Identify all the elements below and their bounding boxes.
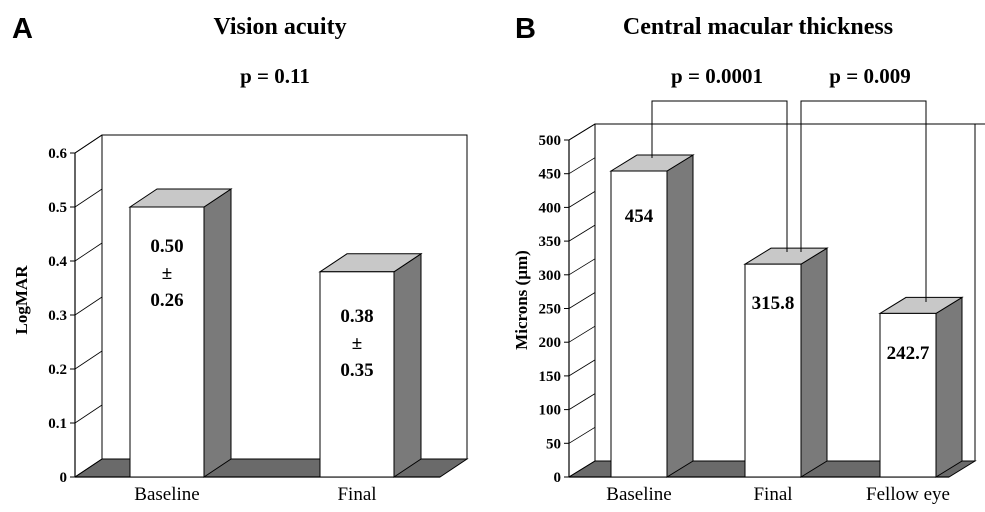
y-tick-diagonal [74,296,103,316]
y-tick-label: 350 [539,234,562,250]
x-category-label: Baseline [134,484,199,505]
bar-data-label: 242.7 [887,343,930,364]
y-tick-label: 0.1 [48,416,67,432]
y-tick-label: 150 [539,369,562,385]
chart-b-bars [609,154,964,478]
comparison-bracket [651,100,788,252]
bar-side [393,252,422,478]
chart-b: B Central macular thickness Microns (µm)… [512,13,985,505]
y-tick-label: 0.2 [48,362,67,378]
y-tick-label: 400 [539,200,562,216]
y-tick-diagonal [568,325,596,343]
y-tick-label: 300 [539,268,562,284]
y-tick-label: 0.4 [48,254,67,270]
y-tick-diagonal [74,458,103,478]
panel-label-a: A [12,13,33,45]
x-category-label: Baseline [606,484,671,505]
y-tick-diagonal [74,134,103,154]
chart-a-title: Vision acuity [213,14,346,40]
y-tick-diagonal [74,188,103,208]
comparison-p-value: p = 0.0001 [671,64,763,88]
chart-a-labels: Baseline 0.50 ±0.26 Final 0.38 ±0.35 [134,236,376,505]
bar-data-label: ± [352,333,362,354]
y-tick-diagonal [568,224,596,242]
chart-a-y-axis-label: LogMAR [12,265,31,335]
y-tick-diagonal [74,242,103,262]
bar-side [800,247,828,478]
bar-front [610,170,668,478]
chart-b-title: Central macular thickness [623,14,893,40]
y-tick-label: 500 [539,133,562,149]
bar [609,154,695,478]
comparison-p-value: p = 0.009 [829,64,910,88]
y-tick-diagonal [568,123,596,141]
bar-data-label: 0.50 [150,236,183,257]
chart-b-labels: Baseline 454 Final 315.8 Fellow eye 242.7 [606,206,950,505]
y-tick-label: 0.6 [48,146,67,162]
comparison-bracket [800,100,927,302]
y-tick-label: 200 [539,335,562,351]
bar-side [666,154,694,478]
chart-a: A Vision acuity p = 0.11 LogMAR 0 0.1 0.2 0… [12,13,469,505]
y-tick-label: 50 [546,436,561,452]
bar-data-label: 0.26 [150,290,183,311]
bar-data-label: 0.35 [340,360,373,381]
y-tick-diagonal [74,350,103,370]
bar-front [744,263,802,478]
y-tick-label: 450 [539,167,562,183]
y-tick-label: 0.5 [48,200,67,216]
y-tick-diagonal [568,258,596,276]
bar [878,296,964,478]
y-tick-label: 100 [539,403,562,419]
bar-data-label: 454 [625,206,654,227]
chart-a-bars [128,188,423,478]
x-category-label: Final [753,484,792,505]
x-category-label: Fellow eye [866,484,950,505]
chart-b-y-axis-label: Microns (µm) [512,250,531,350]
bar-front [879,312,937,478]
y-tick-label: 0.3 [48,308,67,324]
chart-a-p-value: p = 0.11 [240,64,310,88]
x-category-label: Final [337,484,376,505]
y-tick-diagonal [568,426,596,444]
y-tick-label: 0 [60,470,68,486]
y-tick-diagonal [568,393,596,410]
panel-label-b: B [515,13,536,45]
bar-data-label: 0.38 [340,306,373,327]
y-tick-diagonal [568,191,596,208]
bar [128,188,233,478]
bar [318,252,423,478]
bar-front [319,271,395,478]
y-tick-diagonal [568,292,596,309]
y-tick-diagonal [568,359,596,377]
y-tick-label: 0 [554,470,562,486]
bar-data-label: 315.8 [752,293,795,314]
bar-front [129,206,205,478]
y-tick-diagonal [74,404,103,424]
y-tick-label: 250 [539,302,562,318]
bar-side [203,188,232,478]
bar [743,247,829,478]
y-tick-diagonal [568,460,596,478]
bar-data-label: ± [162,263,172,284]
y-tick-diagonal [568,157,596,175]
bar-side [935,296,963,478]
chart-b-comparisons: p = 0.0001 p = 0.009 [651,64,985,302]
